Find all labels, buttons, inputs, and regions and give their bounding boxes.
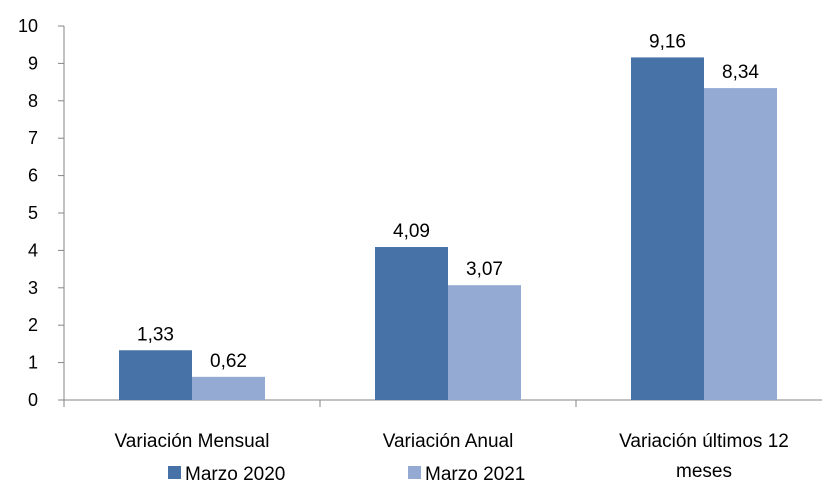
- y-tick-label: 0: [28, 390, 38, 410]
- legend-label: Marzo 2020: [185, 464, 285, 484]
- y-tick-label: 8: [28, 91, 38, 111]
- bar-2-3: [704, 88, 777, 401]
- y-tick-label: 10: [18, 16, 38, 36]
- y-tick-label: 4: [28, 240, 38, 260]
- bar-1-3: [631, 57, 704, 400]
- legend-label: Marzo 2021: [425, 464, 525, 484]
- bar-2-1: [192, 376, 265, 400]
- data-label: 8,34: [722, 62, 759, 83]
- x-category-label: Variación Mensual: [115, 431, 270, 452]
- legend-swatch: [408, 466, 421, 479]
- x-category-label: Variación Anual: [383, 431, 514, 452]
- y-tick-label: 3: [28, 278, 38, 298]
- legend-swatch: [168, 466, 181, 479]
- bar-2-2: [448, 285, 521, 400]
- y-tick-label: 5: [28, 203, 38, 223]
- bar-1-1: [119, 350, 192, 400]
- bar-1-2: [375, 247, 448, 400]
- y-tick-label: 6: [28, 166, 38, 186]
- data-label: 0,62: [210, 351, 247, 372]
- data-label: 9,16: [649, 31, 686, 52]
- x-category-label: meses: [676, 461, 732, 482]
- data-label: 4,09: [393, 221, 430, 242]
- x-category-label: Variación últimos 12: [619, 431, 789, 452]
- y-tick-label: 1: [28, 353, 38, 373]
- y-tick-label: 9: [28, 53, 38, 73]
- data-label: 3,07: [466, 259, 503, 280]
- data-label: 1,33: [137, 324, 174, 345]
- y-tick-label: 2: [28, 315, 38, 335]
- y-tick-label: 7: [28, 128, 38, 148]
